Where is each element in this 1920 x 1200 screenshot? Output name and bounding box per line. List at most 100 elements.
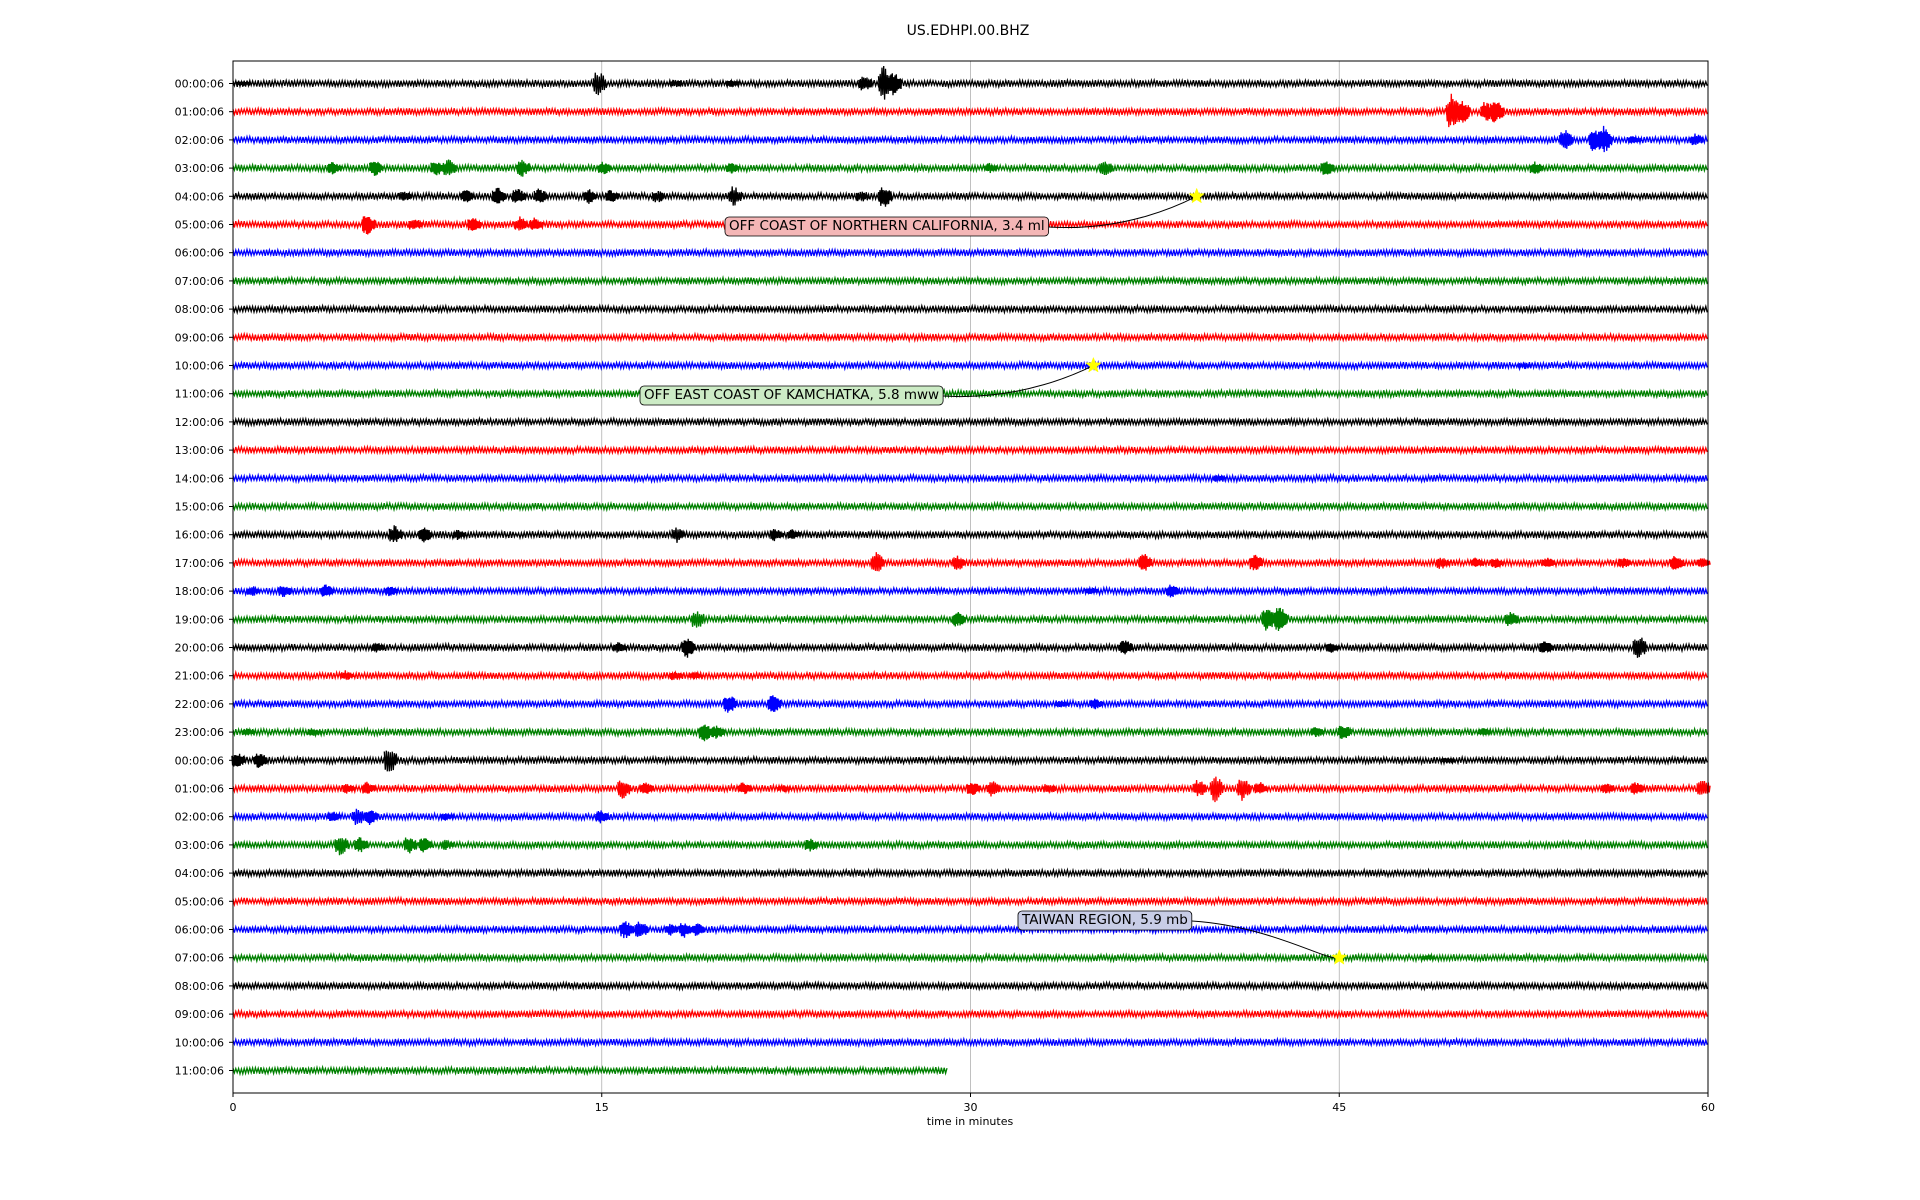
seismic-event: [253, 753, 269, 768]
seismic-event: [511, 189, 527, 203]
seismic-event: [966, 782, 981, 795]
seismic-event: [1421, 953, 1436, 962]
trace-line: [232, 1036, 1708, 1049]
y-tick-label: 23:00:06: [175, 726, 224, 739]
seismic-event: [241, 728, 256, 737]
trace-line: [232, 472, 1708, 485]
event-star-marker: [1085, 356, 1102, 373]
seismic-event: [985, 781, 1001, 797]
y-tick-label: 08:00:06: [175, 980, 224, 993]
seismic-event: [246, 586, 261, 596]
y-tick-label: 02:00:06: [175, 811, 224, 824]
y-tick-label: 08:00:06: [175, 303, 224, 316]
y-tick-label: 00:00:06: [175, 754, 224, 767]
y-tick-labels: 00:00:06 01:00:06 02:00:06 03:00:06 04:00:06…: [175, 78, 233, 1078]
trace-line: [232, 303, 1708, 316]
seismic-event: [786, 529, 802, 539]
seismic-event: [1558, 130, 1574, 149]
event-annotations: OFF COAST OF NORTHERN CALIFORNIA, 3.4 ml…: [639, 187, 1348, 965]
seismic-event: [1632, 637, 1647, 658]
event-annotation: TAIWAN REGION, 5.9 mb: [1017, 910, 1348, 965]
seismic-event: [668, 79, 684, 88]
seismic-event: [1598, 125, 1613, 153]
seismic-event: [1470, 557, 1485, 567]
seismic-event: [277, 586, 293, 597]
seismic-event: [418, 838, 433, 853]
plot-frame: [232, 60, 1709, 1094]
y-tick-label: 03:00:06: [175, 839, 224, 852]
seismic-event: [408, 219, 423, 230]
seismic-event: [639, 782, 655, 794]
seismic-event: [769, 529, 785, 542]
trace-line: [232, 387, 1708, 400]
seismic-event: [951, 611, 967, 627]
seismic-event: [617, 780, 632, 799]
trace-line: [232, 923, 1708, 936]
y-tick-label: 07:00:06: [175, 952, 224, 965]
trace-line: [232, 838, 1708, 851]
seismic-event: [1504, 611, 1520, 627]
x-tick-labels: 0 15 30 45 60: [230, 1093, 1715, 1114]
seismic-event: [592, 72, 607, 96]
seismic-event: [1099, 161, 1114, 176]
y-tick-label: 11:00:06: [175, 1065, 224, 1078]
seismic-event: [1477, 728, 1493, 736]
seismic-event: [1617, 558, 1633, 568]
y-tick-label: 01:00:06: [175, 106, 224, 119]
seismic-event: [1209, 776, 1225, 803]
seismic-event: [651, 191, 666, 203]
y-tick-label: 05:00:06: [175, 219, 224, 232]
event-annotation-text: OFF EAST COAST OF KAMCHATKA, 5.8 mww: [644, 387, 939, 403]
seismic-event: [737, 782, 753, 795]
seismic-event: [671, 527, 686, 543]
seismic-event: [440, 812, 455, 821]
trace-line: [232, 979, 1708, 992]
trace-line: [232, 528, 1708, 541]
seismic-event: [467, 218, 482, 231]
seismic-event: [383, 750, 398, 772]
trace-layer: [231, 65, 1711, 1077]
y-tick-label: 09:00:06: [175, 1008, 224, 1021]
event-annotation-text: OFF COAST OF NORTHERN CALIFORNIA, 3.4 ml: [729, 218, 1045, 234]
seismic-event: [1435, 557, 1451, 569]
y-tick-label: 16:00:06: [175, 529, 224, 542]
seismic-event: [887, 73, 903, 96]
seismic-event: [681, 638, 696, 658]
seismic-event: [1310, 727, 1326, 737]
seismic-event: [1138, 553, 1153, 571]
seismic-event: [351, 808, 367, 826]
seismic-event: [1325, 643, 1340, 653]
x-tick-label-0: 0: [230, 1101, 237, 1114]
y-tick-label: 22:00:06: [175, 698, 224, 711]
seismic-event: [1118, 640, 1134, 655]
trace-line: [232, 697, 1708, 710]
y-tick-label: 12:00:06: [175, 416, 224, 429]
seismic-event: [722, 696, 738, 713]
event-annotation-text: TAIWAN REGION, 5.9 mb: [1021, 912, 1188, 928]
x-tick-label-30: 30: [964, 1101, 978, 1114]
y-tick-label: 14:00:06: [175, 472, 224, 485]
y-tick-label: 03:00:06: [175, 162, 224, 175]
seismic-event: [668, 671, 684, 681]
trace-line: [232, 810, 1708, 823]
seismic-event: [1489, 102, 1505, 123]
trace-line: [232, 754, 1708, 767]
trace-line: [232, 246, 1708, 259]
trace-line: [232, 867, 1708, 880]
seismic-event: [1516, 361, 1532, 370]
seismic-event: [855, 191, 870, 202]
chart-title: US.EDHPI.00.BHZ: [907, 23, 1030, 39]
seismic-event: [1054, 701, 1070, 708]
y-tick-label: 06:00:06: [175, 924, 224, 937]
seismic-event: [1212, 475, 1227, 482]
seismic-event: [582, 189, 598, 204]
x-tick-label-45: 45: [1332, 1101, 1346, 1114]
seismic-event: [725, 163, 741, 174]
event-connector: [943, 365, 1094, 398]
y-tick-label: 17:00:06: [175, 557, 224, 570]
seismic-event: [430, 162, 446, 176]
seismic-event: [663, 923, 679, 936]
seismic-event: [1249, 554, 1264, 571]
trace-line: [232, 359, 1708, 372]
